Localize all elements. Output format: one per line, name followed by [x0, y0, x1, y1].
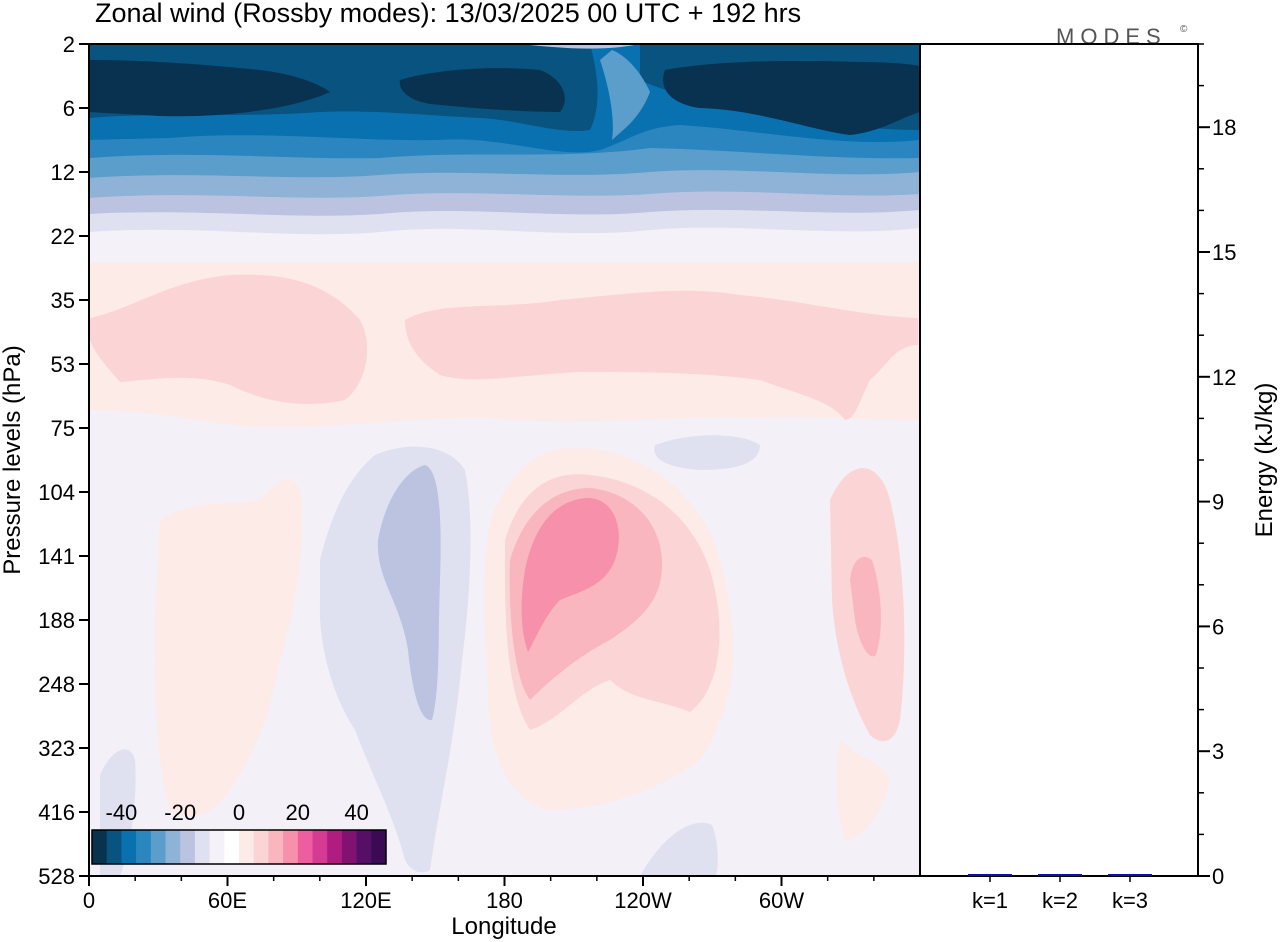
energy-tick-label: 18: [1212, 115, 1236, 140]
colorbar-swatch: [224, 830, 240, 864]
field-westerly-band-east: [405, 290, 918, 420]
field-easterly-core-west: [89, 60, 330, 117]
field-upper-notch: [600, 50, 650, 140]
energy-bar: [1108, 874, 1152, 876]
colorbar-swatch: [268, 830, 284, 864]
colorbar-swatch: [92, 830, 108, 864]
energy-bar: [968, 874, 1012, 876]
pressure-tick-label: 2: [63, 32, 75, 57]
colorbar-tick-label: 40: [344, 800, 368, 825]
field-westerly-east-core: [850, 556, 881, 657]
longitude-tick-label: 120W: [614, 888, 672, 913]
pressure-tick-label: 323: [38, 736, 75, 761]
chart-title: Zonal wind (Rossby modes): 13/03/2025 00…: [95, 0, 801, 28]
field-easterly-core-east: [663, 60, 920, 136]
colorbar-frame: [91, 829, 387, 865]
colorbar-swatch: [253, 830, 269, 864]
field-westerly-max-core: [521, 498, 619, 652]
colorbar-swatch: [283, 830, 299, 864]
longitude-tick-label: 0: [83, 888, 95, 913]
colorbar-swatch: [136, 830, 152, 864]
logo-mark: ©: [1180, 24, 1188, 35]
pressure-tick-label: 248: [38, 672, 75, 697]
energy-category-label: k=2: [1042, 888, 1078, 913]
colorbar-swatch: [312, 830, 328, 864]
pressure-tick-label: 416: [38, 800, 75, 825]
energy-tick-label: 12: [1212, 365, 1236, 390]
energy-category-label: k=3: [1112, 888, 1148, 913]
colorbar-tick-label: 0: [233, 800, 245, 825]
colorbar-swatch: [180, 830, 196, 864]
field-easterly-anomaly-s: [640, 822, 718, 876]
colorbar-tick-label: -40: [106, 800, 138, 825]
colorbar-swatch: [150, 830, 166, 864]
field-westerly-band-west: [90, 274, 368, 405]
longitude-tick-label: 60W: [759, 888, 804, 913]
energy-bar: [1038, 874, 1082, 876]
pressure-tick-label: 35: [51, 288, 75, 313]
x-axis-label: Longitude: [451, 913, 556, 940]
pressure-tick-label: 22: [51, 224, 75, 249]
field-easterly-core-center: [399, 68, 565, 112]
energy-panel-frame: [919, 43, 1199, 877]
field-upper-gap: [520, 44, 640, 49]
energy-bars: k=1 k=2 k=3: [968, 874, 1152, 913]
field-westerly-east-lower: [836, 740, 890, 840]
energy-tick-label: 6: [1212, 614, 1224, 639]
colorbar: -40 -20 0 20 40: [91, 800, 387, 865]
energy-category-label: k=1: [972, 888, 1008, 913]
pressure-tick-label: 188: [38, 608, 75, 633]
longitude-tick-label: 120E: [340, 888, 391, 913]
pressure-tick-label: 141: [38, 544, 75, 569]
pressure-tick-label: 53: [51, 352, 75, 377]
colorbar-tick-label: 20: [286, 800, 310, 825]
pressure-tick-label: 75: [51, 416, 75, 441]
energy-tick-label: 9: [1212, 490, 1224, 515]
colorbar-tick-label: -20: [164, 800, 196, 825]
energy-tick-label: 15: [1212, 240, 1236, 265]
longitude-tick-label: 60E: [208, 888, 247, 913]
colorbar-swatch: [194, 830, 211, 864]
y-axis-label-left: Pressure levels (hPa): [0, 345, 26, 574]
colorbar-swatch: [106, 830, 122, 864]
pressure-tick-label: 528: [38, 864, 75, 889]
pressure-tick-label: 104: [38, 480, 75, 505]
energy-axis: 0 3 6 9 12 15 18: [1198, 43, 1236, 889]
field-easterly-anomaly-inner: [377, 465, 441, 721]
y-axis-label-right: Energy (kJ/kg): [1251, 383, 1278, 538]
field-westerly-anomaly-far-west: [155, 479, 302, 816]
energy-tick-label: 0: [1212, 864, 1224, 889]
colorbar-swatch: [121, 830, 137, 864]
colorbar-swatch: [327, 830, 343, 864]
colorbar-swatch: [165, 830, 181, 864]
colorbar-swatch: [297, 830, 313, 864]
longitude-axis: 0 60E 120E 180 120W 60W: [83, 876, 875, 913]
colorbar-swatch: [209, 830, 225, 864]
colorbar-swatch: [239, 830, 255, 864]
colorbar-swatch: [356, 830, 372, 864]
field-easterly-anomaly-upper: [654, 435, 760, 470]
pressure-tick-label: 12: [51, 160, 75, 185]
longitude-tick-label: 180: [486, 888, 523, 913]
heatmap-field: [89, 44, 920, 876]
colorbar-swatch: [371, 830, 387, 864]
pressure-axis: 2 6 12 22 35 53 75 104 141 188 248 323 416 528: [38, 32, 89, 889]
pressure-tick-label: 6: [63, 96, 75, 121]
energy-tick-label: 3: [1212, 739, 1224, 764]
colorbar-swatch: [341, 830, 358, 864]
